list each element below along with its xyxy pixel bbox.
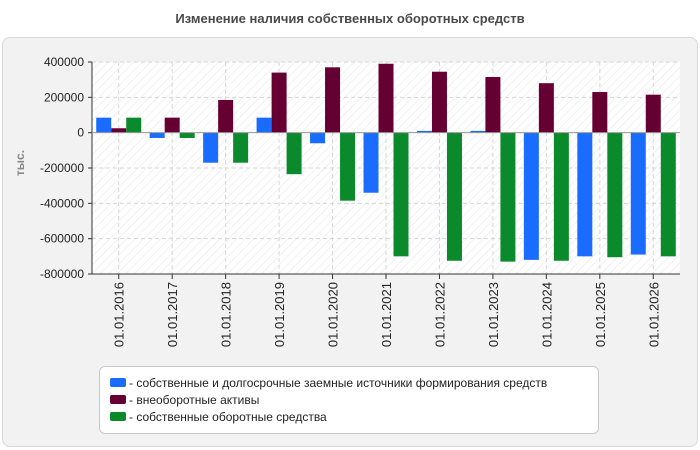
bar-sources — [416, 130, 432, 133]
bar-sources — [256, 117, 272, 133]
bar-working-capital — [286, 132, 302, 175]
bar-sources — [577, 132, 593, 257]
bar-noncurrent-assets — [271, 72, 287, 133]
bar-working-capital — [500, 132, 516, 262]
bar-working-capital — [340, 132, 356, 201]
legend-swatch-working-capital — [110, 412, 126, 422]
bar-noncurrent-assets — [378, 63, 394, 133]
bar-noncurrent-assets — [218, 99, 234, 133]
bar-noncurrent-assets — [485, 77, 501, 133]
bar-noncurrent-assets — [325, 67, 341, 133]
x-tick-label: 01.01.2026 — [646, 282, 661, 347]
bar-sources — [149, 132, 165, 138]
bar-noncurrent-assets — [645, 94, 661, 133]
x-tick-label: 01.01.2016 — [112, 282, 127, 347]
legend-swatch-noncurrent — [110, 395, 126, 405]
bar-sources — [203, 132, 219, 163]
legend-item-noncurrent: - внеоборотные активы — [110, 392, 259, 408]
bar-noncurrent-assets — [164, 117, 180, 133]
bar-working-capital — [126, 117, 142, 133]
bar-noncurrent-assets — [111, 128, 127, 133]
bar-sources — [630, 132, 646, 255]
x-tick-label: 01.01.2025 — [593, 282, 608, 347]
y-tick-label: 400000 — [44, 55, 84, 69]
chart-title: Изменение наличия собственных оборотных … — [175, 11, 525, 26]
x-tick-label: 01.01.2020 — [326, 282, 341, 347]
legend-swatch-sources — [110, 378, 126, 388]
bar-noncurrent-assets — [538, 83, 554, 133]
x-tick-label: 01.01.2021 — [379, 282, 394, 347]
y-axis-label: тыс. — [13, 150, 27, 176]
legend-item-sources: - собственные и долгосрочные заемные ист… — [110, 375, 547, 391]
legend: - собственные и долгосрочные заемные ист… — [99, 366, 599, 434]
y-tick-label: -600000 — [40, 232, 84, 246]
legend-item-working-capital: - собственные оборотные средства — [110, 409, 327, 425]
bar-sources — [363, 132, 379, 193]
x-tick-label: 01.01.2022 — [432, 282, 447, 347]
y-tick-label: -200000 — [40, 161, 84, 175]
bar-sources — [523, 132, 539, 260]
x-tick-label: 01.01.2023 — [486, 282, 501, 347]
x-tick-label: 01.01.2017 — [165, 282, 180, 347]
bar-working-capital — [446, 132, 462, 261]
y-tick-label: -800000 — [40, 267, 84, 281]
y-tick-label: -400000 — [40, 196, 84, 210]
bar-working-capital — [553, 132, 569, 261]
bar-working-capital — [233, 132, 249, 163]
bar-sources — [96, 117, 112, 133]
legend-label-working-capital: - собственные оборотные средства — [129, 410, 327, 424]
bar-working-capital — [660, 132, 676, 257]
x-tick-label: 01.01.2019 — [272, 282, 287, 347]
y-tick-label: 200000 — [44, 90, 84, 104]
bar-sources — [470, 130, 486, 133]
bar-sources — [310, 132, 326, 144]
bar-working-capital — [607, 132, 623, 258]
bar-working-capital — [393, 132, 409, 257]
bar-noncurrent-assets — [431, 71, 447, 133]
x-tick-label: 01.01.2018 — [219, 282, 234, 347]
legend-label-sources: - собственные и долгосрочные заемные ист… — [129, 376, 548, 390]
x-tick-label: 01.01.2024 — [539, 282, 554, 347]
bar-noncurrent-assets — [592, 92, 608, 133]
bar-working-capital — [179, 132, 195, 138]
legend-label-noncurrent: - внеоборотные активы — [129, 393, 260, 407]
y-tick-label: 0 — [77, 126, 84, 140]
